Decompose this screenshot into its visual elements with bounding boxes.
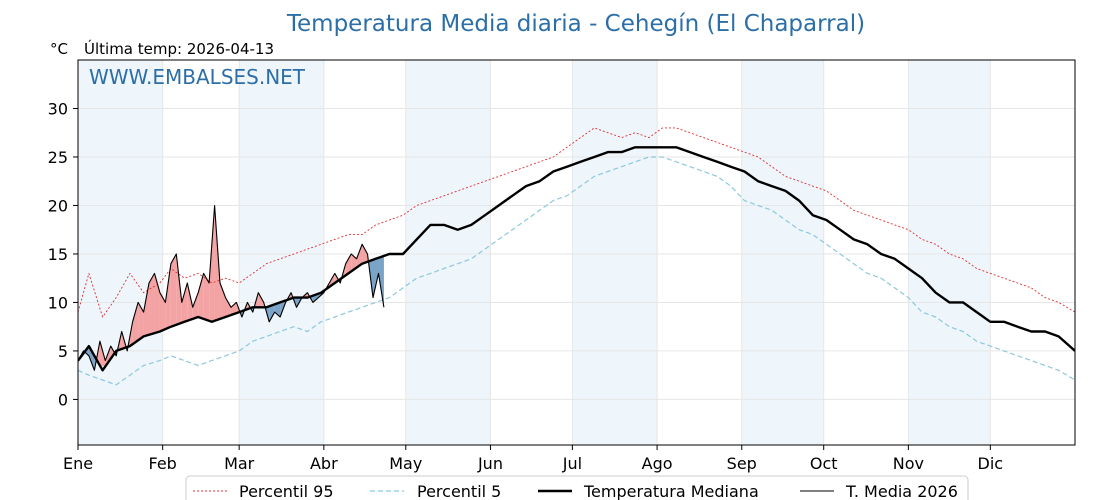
y-tick-label: 30 xyxy=(48,99,68,118)
last-temp-label: Última temp: 2026-04-13 xyxy=(84,39,274,58)
legend: Percentil 95 Percentil 5 Temperatura Med… xyxy=(186,476,968,500)
x-axis-ticks: Ene Feb Mar Abr May Jun Jul Ago Sep Oct Nov Dic xyxy=(63,445,1003,473)
y-tick-label: 15 xyxy=(48,245,68,264)
x-tick-label-jun: Jun xyxy=(477,454,503,473)
month-band-jul xyxy=(572,60,657,445)
y-tick-label: 25 xyxy=(48,148,68,167)
x-tick-label-dic: Dic xyxy=(978,454,1004,473)
month-band-ene xyxy=(78,60,163,445)
x-tick-label-jul: Jul xyxy=(562,454,582,473)
legend-label-p5: Percentil 5 xyxy=(417,482,501,500)
fill-above-median xyxy=(182,283,187,323)
month-band-may xyxy=(406,60,491,445)
fill-above-median xyxy=(362,244,367,263)
x-tick-label-may: May xyxy=(389,454,422,473)
x-tick-label-feb: Feb xyxy=(149,454,177,473)
x-tick-label-nov: Nov xyxy=(893,454,924,473)
fill-above-median xyxy=(198,273,203,319)
y-tick-label: 5 xyxy=(58,342,68,361)
x-tick-label-sep: Sep xyxy=(727,454,757,473)
chart-title: Temperatura Media diaria - Cehegín (El C… xyxy=(286,11,865,37)
x-tick-label-ene: Ene xyxy=(63,454,93,473)
y-tick-label: 0 xyxy=(58,390,68,409)
legend-label-p95: Percentil 95 xyxy=(239,482,334,500)
y-tick-label: 10 xyxy=(48,293,68,312)
month-band-nov xyxy=(908,60,990,445)
watermark: WWW.EMBALSES.NET xyxy=(89,65,306,89)
y-axis-ticks: 0 5 10 15 20 25 30 xyxy=(48,99,78,409)
x-tick-label-ago: Ago xyxy=(642,454,673,473)
month-band-mar xyxy=(239,60,324,445)
legend-label-median: Temperatura Mediana xyxy=(583,482,759,500)
y-tick-label: 20 xyxy=(48,196,68,215)
fill-above-median xyxy=(220,283,225,319)
month-band-sep xyxy=(742,60,824,445)
unit-label: °C xyxy=(50,40,68,58)
x-tick-label-abr: Abr xyxy=(310,454,338,473)
fill-above-median xyxy=(171,254,176,327)
x-tick-label-mar: Mar xyxy=(224,454,255,473)
x-tick-label-oct: Oct xyxy=(810,454,838,473)
legend-label-current: T. Media 2026 xyxy=(845,482,958,500)
